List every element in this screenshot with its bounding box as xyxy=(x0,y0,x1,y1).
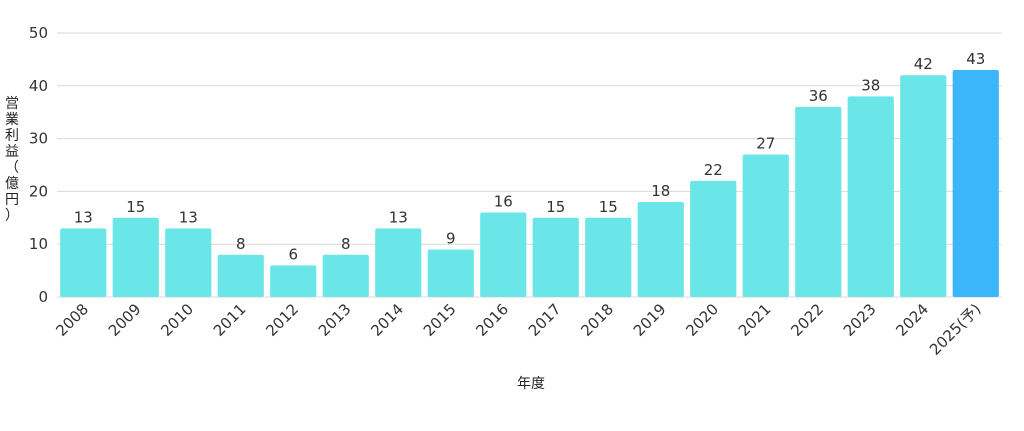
x-tick-label: 2010 xyxy=(157,300,197,340)
data-label: 13 xyxy=(179,208,198,226)
y-axis-ticks: 0 10 20 30 40 50 xyxy=(29,24,48,306)
x-axis-ticks: 2008 2009 2010 2011 2012 2013 2014 2015 2016 2017… xyxy=(52,300,984,359)
bar xyxy=(637,201,684,297)
y-axis-label-char: 円 xyxy=(5,192,19,208)
data-label: 43 xyxy=(966,50,985,68)
bar xyxy=(585,217,632,297)
data-labels: 13 15 13 8 6 8 13 9 16 15 15 18 22 27 36 38 42 43 xyxy=(74,50,986,263)
bar xyxy=(690,180,737,297)
y-axis-label-char: 業 xyxy=(5,112,19,128)
x-tick-label: 2021 xyxy=(735,300,775,340)
bar xyxy=(322,254,369,297)
bar xyxy=(952,69,999,298)
bar xyxy=(270,265,317,297)
y-tick-label: 20 xyxy=(29,182,48,200)
data-label: 15 xyxy=(599,198,618,216)
bar xyxy=(480,212,527,297)
x-tick-label: 2011 xyxy=(210,300,250,340)
y-tick-label: 40 xyxy=(29,77,48,95)
bar xyxy=(60,228,107,297)
bar xyxy=(375,228,422,297)
bar xyxy=(165,228,212,297)
bar xyxy=(742,154,789,297)
x-tick-label: 2022 xyxy=(787,300,827,340)
x-tick-label: 2017 xyxy=(525,300,565,340)
x-tick-label: 2012 xyxy=(262,300,302,340)
data-label: 9 xyxy=(446,229,456,247)
x-tick-label: 2013 xyxy=(315,300,355,340)
data-label: 27 xyxy=(756,134,775,152)
x-tick-label: 2018 xyxy=(577,300,617,340)
y-axis-label: 営業利益（億円） xyxy=(5,96,19,224)
data-label: 42 xyxy=(914,55,933,73)
data-label: 15 xyxy=(126,198,145,216)
x-tick-label: 2025(予) xyxy=(926,300,985,359)
data-label: 36 xyxy=(809,87,828,105)
y-tick-label: 30 xyxy=(29,130,48,148)
x-tick-label: 2014 xyxy=(367,300,407,340)
bar xyxy=(532,217,579,297)
x-tick-label: 2015 xyxy=(420,300,460,340)
x-tick-label: 2008 xyxy=(52,300,92,340)
x-tick-label: 2016 xyxy=(472,300,512,340)
bar xyxy=(217,254,264,297)
x-axis-label: 年度 xyxy=(517,376,545,392)
data-label: 18 xyxy=(651,182,670,200)
data-label: 6 xyxy=(288,245,298,263)
data-label: 8 xyxy=(341,235,351,253)
bar xyxy=(900,75,947,298)
x-tick-label: 2009 xyxy=(105,300,145,340)
y-axis-label-char: 億 xyxy=(5,176,19,192)
data-label: 8 xyxy=(236,235,246,253)
bar xyxy=(427,249,474,297)
data-label: 22 xyxy=(704,161,723,179)
y-axis-label-char: （ xyxy=(5,160,19,176)
y-axis-label-char: ） xyxy=(5,208,19,224)
bar xyxy=(795,106,842,297)
y-axis-label-char: 利 xyxy=(5,128,19,144)
data-label: 13 xyxy=(389,208,408,226)
data-label: 13 xyxy=(74,208,93,226)
y-axis-label-char: 営 xyxy=(5,96,19,112)
x-tick-label: 2023 xyxy=(840,300,880,340)
data-label: 38 xyxy=(861,76,880,94)
x-tick-label: 2020 xyxy=(682,300,722,340)
data-label: 15 xyxy=(546,198,565,216)
bar xyxy=(847,96,894,297)
bars xyxy=(60,69,999,298)
y-axis-label-char: 益 xyxy=(5,144,19,160)
x-tick-label: 2019 xyxy=(630,300,670,340)
y-tick-label: 10 xyxy=(29,235,48,253)
gridlines xyxy=(57,32,1002,298)
data-label: 16 xyxy=(494,193,513,211)
bar xyxy=(112,217,159,297)
x-tick-label: 2024 xyxy=(892,300,932,340)
y-tick-label: 0 xyxy=(38,288,48,306)
y-tick-label: 50 xyxy=(29,24,48,42)
